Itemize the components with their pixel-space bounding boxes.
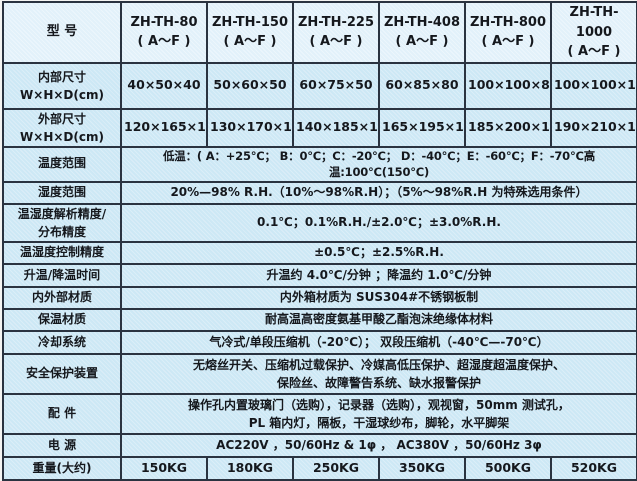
inner-size-value: 40×50×40 — [120, 61, 208, 110]
inner-size-value: 60×75×50 — [292, 61, 380, 110]
cooling-label: 冷却系统 — [2, 329, 122, 355]
weight-value: 500KG — [464, 455, 552, 481]
model-range: ( A～F ) — [137, 34, 191, 50]
weight-value: 150KG — [120, 455, 208, 481]
inner-size-row: 内部尺寸 W×H×D(cm) 40×50×40 50×60×50 60×75×5… — [2, 61, 637, 110]
insulation-label: 保温材质 — [2, 307, 122, 332]
model-name: ZH-TH-225 — [297, 14, 375, 30]
model-range: ( A～F ) — [567, 44, 621, 59]
safety-value-line2: 保险丝、故障警告系统、缺水报警保护 — [276, 375, 481, 390]
model-row-label-text: 型 号 — [46, 24, 78, 40]
power-row: 电 源 AC220V ，50/60Hz & 1φ ， AC380V ，50/60… — [2, 432, 637, 458]
model-range: ( A～F ) — [309, 34, 363, 50]
weight-value: 520KG — [550, 455, 637, 481]
model-name: ZH-TH-408 — [383, 14, 461, 30]
model-header-zh-th-800: ZH-TH-800 ( A～F ) — [464, 1, 552, 64]
accessories-label: 配 件 — [2, 392, 122, 435]
weight-value: 250KG — [292, 455, 380, 481]
weight-value: 180KG — [206, 455, 294, 481]
model-range: ( A～F ) — [395, 34, 449, 50]
inner-size-value: 50×60×50 — [206, 61, 294, 110]
outer-size-value: 185×200×175 — [464, 107, 552, 148]
outer-size-value: 190×210×185 — [550, 107, 637, 148]
outer-size-label: 外部尺寸 W×H×D(cm) — [2, 107, 122, 148]
inner-size-value: 100×100×100 — [550, 61, 637, 110]
heat-cool-time-value: 升温约 4.0℃/分钟 ；降温约 1.0℃/分钟 — [120, 262, 637, 288]
model-header-zh-th-80: ZH-TH-80 ( A～F ) — [120, 1, 208, 64]
weight-value: 350KG — [378, 455, 466, 481]
model-header-zh-th-150: ZH-TH-150 ( A～F ) — [206, 1, 294, 64]
outer-size-label-line2: W×H×D(cm) — [20, 129, 104, 144]
model-range: ( A～F ) — [481, 34, 535, 50]
outer-size-label-line1: 外部尺寸 — [37, 111, 86, 126]
weight-row: 重量(大约) 150KG 180KG 250KG 350KG 500KG 520… — [2, 455, 637, 481]
resolution-row: 温湿度解析精度/ 分布精度 0.1℃；0.1%R.H./±2.0℃；±3.0%R… — [2, 202, 637, 243]
model-name: ZH-TH-150 — [211, 14, 289, 30]
humidity-range-row: 湿度范围 20%—98% R.H.（10%～98%R.H）；（5%～98%R.H… — [2, 180, 637, 205]
safety-value: 无熔丝开关、压缩机过载保护、冷媒高低压保护、超湿度超温度保护、 保险丝、故障警告… — [120, 352, 637, 395]
insulation-value: 耐高温高密度氨基甲酸乙酯泡沫绝缘体材料 — [120, 307, 637, 332]
control-accuracy-row: 温湿度控制精度 ±0.5℃；±2.5%R.H. — [2, 240, 637, 265]
resolution-value: 0.1℃；0.1%R.H./±2.0℃；±3.0%R.H. — [120, 202, 637, 243]
model-header-zh-th-225: ZH-TH-225 ( A～F ) — [292, 1, 380, 64]
model-name: ZH-TH-1000 — [569, 5, 619, 40]
inner-size-label-line2: W×H×D(cm) — [20, 87, 104, 102]
inner-size-label-line1: 内部尺寸 — [37, 69, 86, 84]
accessories-value-line2: PL 箱内灯，隔板，干湿球纱布，脚轮，水平脚架 — [248, 415, 510, 430]
resolution-label: 温湿度解析精度/ 分布精度 — [2, 202, 122, 243]
heat-cool-time-row: 升温/降温时间 升温约 4.0℃/分钟 ；降温约 1.0℃/分钟 — [2, 262, 637, 288]
inner-size-value: 60×85×80 — [378, 61, 466, 110]
accessories-value-line1: 操作孔内置玻璃门（选购），记录器（选购），观视窗，50mm 测试孔， — [188, 397, 570, 412]
inner-size-value: 100×100×80 — [464, 61, 552, 110]
control-accuracy-label: 温湿度控制精度 — [2, 240, 122, 265]
outer-size-row: 外部尺寸 W×H×D(cm) 120×165×115 130×170×125 1… — [2, 107, 637, 148]
outer-size-value: 120×165×115 — [120, 107, 208, 148]
model-row-label: 型 号 — [2, 1, 122, 64]
control-accuracy-value: ±0.5℃；±2.5%R.H. — [120, 240, 637, 265]
outer-size-value: 140×185×130 — [292, 107, 380, 148]
model-range: ( A～F ) — [223, 34, 277, 50]
temp-range-value: 低温：( A：+25℃； B：0℃；C：-20℃； D：-40℃；E：-60℃；… — [120, 145, 637, 183]
material-row: 内外部材质 内外箱材质为 SUS304#不锈钢板制 — [2, 285, 637, 310]
safety-value-line1: 无熔丝开关、压缩机过载保护、冷媒高低压保护、超湿度超温度保护、 — [192, 357, 565, 372]
resolution-label-line2: 分布精度 — [37, 224, 86, 239]
material-label: 内外部材质 — [2, 285, 122, 310]
cooling-value: 气冷式/单段压缩机（-20℃）； 双段压缩机（-40℃—-70℃） — [120, 329, 637, 355]
safety-row: 安全保护装置 无熔丝开关、压缩机过载保护、冷媒高低压保护、超湿度超温度保护、 保… — [2, 352, 637, 395]
model-header-row: 型 号 ZH-TH-80 ( A～F ) ZH-TH-150 ( A～F ) Z… — [2, 1, 637, 64]
power-value: AC220V ，50/60Hz & 1φ ， AC380V ，50/60Hz 3… — [120, 432, 637, 458]
model-name: ZH-TH-800 — [469, 14, 547, 30]
accessories-row: 配 件 操作孔内置玻璃门（选购），记录器（选购），观视窗，50mm 测试孔， P… — [2, 392, 637, 435]
outer-size-value: 130×170×125 — [206, 107, 294, 148]
cooling-row: 冷却系统 气冷式/单段压缩机（-20℃）； 双段压缩机（-40℃—-70℃） — [2, 329, 637, 355]
inner-size-label: 内部尺寸 W×H×D(cm) — [2, 61, 122, 110]
outer-size-value: 165×195×155 — [378, 107, 466, 148]
power-label: 电 源 — [2, 432, 122, 458]
accessories-value: 操作孔内置玻璃门（选购），记录器（选购），观视窗，50mm 测试孔， PL 箱内… — [120, 392, 637, 435]
humidity-range-label: 湿度范围 — [2, 180, 122, 205]
model-header-zh-th-408: ZH-TH-408 ( A～F ) — [378, 1, 466, 64]
model-header-zh-th-1000: ZH-TH-1000 ( A～F ) — [550, 1, 637, 64]
safety-label: 安全保护装置 — [2, 352, 122, 395]
temp-range-row: 温度范围 低温：( A：+25℃； B：0℃；C：-20℃； D：-40℃；E：… — [2, 145, 637, 183]
model-name: ZH-TH-80 — [130, 14, 198, 30]
weight-label: 重量(大约) — [2, 455, 122, 481]
material-value: 内外箱材质为 SUS304#不锈钢板制 — [120, 285, 637, 310]
resolution-label-line1: 温湿度解析精度/ — [17, 206, 107, 221]
humidity-range-value: 20%—98% R.H.（10%～98%R.H）；（5%～98%R.H 为特殊选… — [120, 180, 637, 205]
temp-range-label: 温度范围 — [2, 145, 122, 183]
heat-cool-time-label: 升温/降温时间 — [2, 262, 122, 288]
insulation-row: 保温材质 耐高温高密度氨基甲酸乙酯泡沫绝缘体材料 — [2, 307, 637, 332]
